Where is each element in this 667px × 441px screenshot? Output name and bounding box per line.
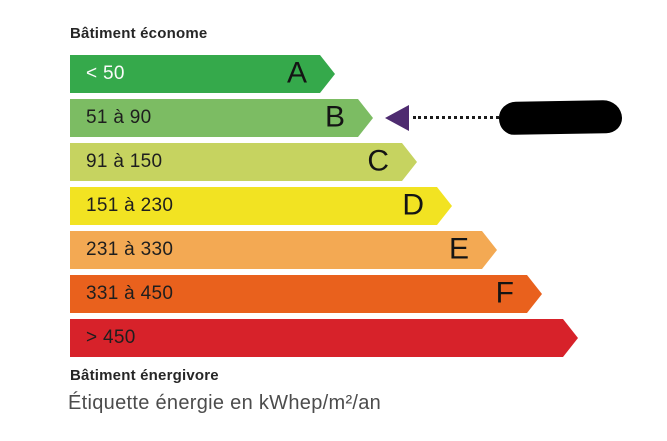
bar-class-letter: A — [286, 56, 307, 90]
bar-class-letter: C — [367, 144, 389, 178]
energy-bar-c: 91 à 150 C — [70, 143, 417, 181]
bar-range-label: 91 à 150 — [86, 151, 163, 172]
bar-class-letter: F — [495, 276, 514, 310]
bar-range-label: > 450 — [86, 327, 136, 348]
top-scale-label: Bâtiment économe — [70, 25, 208, 42]
bar-range-label: 331 à 450 — [86, 283, 174, 304]
energy-bar-b: 51 à 90 B — [70, 99, 373, 137]
redacted-value-blob — [498, 99, 623, 136]
bar-range-label: 51 à 90 — [86, 107, 152, 128]
energy-bar-a: < 50 A — [70, 55, 335, 93]
energy-bars: < 50 A 51 à 90 B 91 à 150 C 151 à 230 D … — [70, 55, 578, 357]
bar-range-label: < 50 — [86, 63, 125, 84]
bottom-scale-label: Bâtiment énergivore — [70, 367, 219, 384]
dotted-connector — [413, 116, 499, 119]
energy-bar-e: 231 à 330 E — [70, 231, 497, 269]
selection-arrow-icon — [385, 105, 409, 131]
energy-bar-g: > 450 — [70, 319, 578, 357]
bar-class-letter: D — [402, 188, 424, 222]
figure-caption: Étiquette énergie en kWhep/m²/an — [68, 392, 382, 414]
energy-bar-d: 151 à 230 D — [70, 187, 452, 225]
bar-range-label: 151 à 230 — [86, 195, 174, 216]
energy-bar-f: 331 à 450 F — [70, 275, 542, 313]
bar-class-letter: B — [324, 100, 345, 134]
bar-class-letter: E — [448, 232, 469, 266]
bar-range-label: 231 à 330 — [86, 239, 174, 260]
